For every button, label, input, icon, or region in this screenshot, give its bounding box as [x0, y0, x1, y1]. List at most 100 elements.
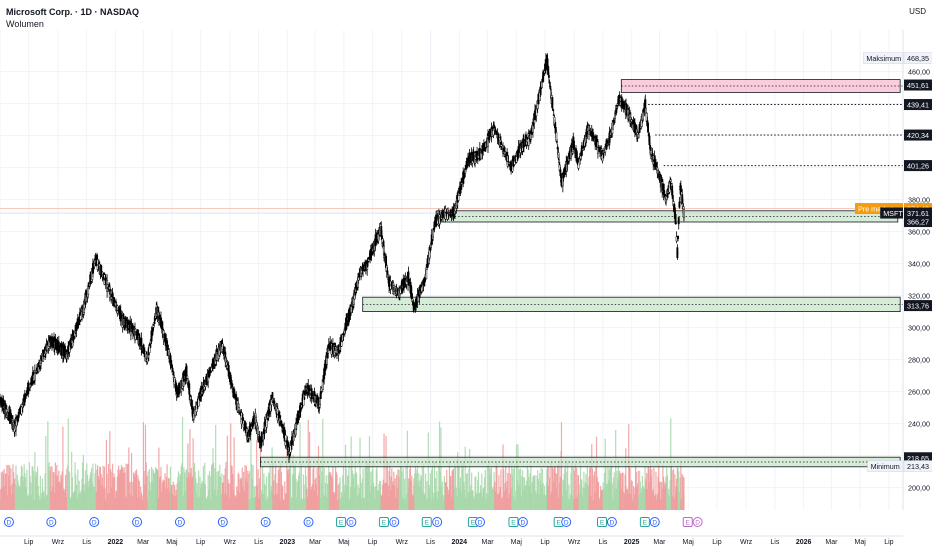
- earnings-marker[interactable]: E: [421, 517, 432, 527]
- volume-indicator-label[interactable]: Wolumen: [6, 19, 44, 29]
- volume-bar: [6, 495, 9, 510]
- volume-bar: [107, 464, 110, 510]
- volume-bar: [459, 477, 462, 510]
- volume-bar: [181, 417, 184, 510]
- volume-bar: [69, 498, 71, 510]
- volume-bar: [510, 488, 512, 510]
- candle-body: [500, 144, 503, 147]
- volume-bar: [316, 468, 318, 510]
- earnings-marker[interactable]: E: [682, 517, 693, 527]
- volume-bar: [470, 485, 472, 510]
- volume-bar: [59, 483, 61, 510]
- volume-bar: [30, 494, 33, 510]
- volume-bar: [501, 497, 503, 510]
- earnings-marker[interactable]: E: [553, 517, 564, 527]
- price-labels: 468,35 Maksimum 451,61 439,41 420,34 401,26 37…: [855, 52, 932, 472]
- volume-bar: [342, 475, 344, 510]
- volume-bar: [230, 465, 233, 510]
- volume-bar: [387, 485, 389, 510]
- volume-bar: [463, 489, 466, 510]
- volume-bar: [556, 473, 558, 510]
- dividend-marker[interactable]: D: [649, 517, 660, 527]
- dividend-marker[interactable]: D: [517, 517, 528, 527]
- chart-title: Microsoft Corp. · 1D · NASDAQ: [6, 7, 140, 17]
- volume-bar: [427, 498, 429, 510]
- dividend-marker[interactable]: D: [606, 517, 617, 527]
- volume-bar: [509, 493, 511, 510]
- event-marker-text: D: [92, 520, 97, 527]
- volume-bar: [212, 448, 214, 510]
- volume-bar: [370, 471, 372, 510]
- dividend-marker[interactable]: D: [217, 517, 228, 527]
- volume-bar: [628, 464, 631, 510]
- dividend-marker[interactable]: D: [303, 517, 314, 527]
- y-tick-label: 280,00: [908, 356, 930, 365]
- dividend-marker[interactable]: D: [346, 517, 357, 527]
- volume-bar: [567, 498, 569, 510]
- volume-bar: [288, 468, 290, 510]
- dividend-marker[interactable]: D: [692, 517, 703, 527]
- volume-bar: [217, 470, 220, 510]
- volume-bar: [83, 484, 85, 510]
- volume-bar: [424, 473, 427, 510]
- volume-bar: [455, 466, 457, 510]
- volume-bar: [452, 469, 454, 510]
- volume-bar: [348, 466, 350, 510]
- dividend-marker[interactable]: D: [46, 517, 57, 527]
- volume-bar: [282, 499, 285, 510]
- volume-bar: [595, 436, 598, 510]
- volume-bar: [532, 476, 534, 510]
- volume-bar: [349, 486, 352, 510]
- volume-bar: [587, 496, 589, 510]
- volume-bar: [339, 477, 341, 510]
- volume-bar: [403, 499, 405, 510]
- volume-bars: [0, 417, 685, 510]
- volume-bar: [116, 490, 118, 510]
- volume-bar: [517, 444, 519, 510]
- volume-bar: [559, 476, 562, 510]
- dividend-marker[interactable]: D: [174, 517, 185, 527]
- volume-bar: [450, 496, 453, 510]
- candle-body: [555, 131, 558, 142]
- earnings-marker[interactable]: E: [597, 517, 607, 527]
- volume-bar: [444, 482, 446, 510]
- dividend-marker[interactable]: D: [89, 517, 100, 527]
- volume-bar: [319, 497, 321, 510]
- event-marker-text: E: [339, 520, 344, 527]
- dividend-marker[interactable]: D: [561, 517, 572, 527]
- volume-bar: [267, 496, 269, 510]
- volume-bar: [620, 473, 622, 510]
- volume-bar: [54, 492, 56, 510]
- volume-bar: [73, 490, 76, 510]
- earnings-marker[interactable]: E: [508, 517, 519, 527]
- event-marker-text: E: [382, 520, 387, 527]
- dividend-marker[interactable]: D: [260, 517, 271, 527]
- volume-bar: [266, 498, 268, 510]
- volume-bar: [195, 492, 198, 510]
- volume-bar: [650, 476, 652, 510]
- dividend-marker[interactable]: D: [132, 517, 143, 527]
- earnings-marker[interactable]: E: [639, 517, 650, 527]
- dividend-marker[interactable]: D: [474, 517, 485, 527]
- volume-bar: [217, 489, 219, 510]
- volume-bar: [45, 436, 47, 510]
- dividend-marker[interactable]: D: [432, 517, 443, 527]
- volume-bar: [58, 470, 60, 510]
- volume-bar: [670, 465, 673, 510]
- earnings-badge: [378, 517, 389, 527]
- volume-bar: [53, 472, 55, 510]
- volume-bar: [382, 479, 384, 510]
- volume-bar: [533, 475, 535, 510]
- volume-bar: [273, 495, 275, 510]
- dividend-marker[interactable]: D: [3, 517, 14, 527]
- earnings-marker[interactable]: E: [336, 517, 347, 527]
- volume-bar: [62, 488, 65, 510]
- volume-bar: [215, 424, 217, 510]
- volume-bar: [583, 487, 586, 510]
- dividend-marker[interactable]: D: [389, 517, 400, 527]
- x-tick-label: 2022: [108, 539, 124, 546]
- currency-label[interactable]: USD: [909, 7, 926, 16]
- volume-bar: [610, 464, 612, 510]
- earnings-marker[interactable]: E: [378, 517, 389, 527]
